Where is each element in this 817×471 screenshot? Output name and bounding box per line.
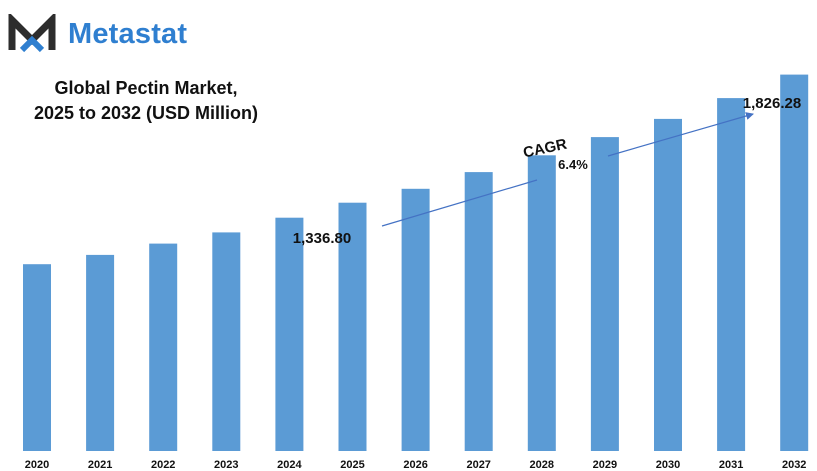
x-tick-label-2025: 2025	[340, 459, 364, 471]
bar-2030	[654, 118, 682, 452]
x-tick-label-2024: 2024	[277, 459, 302, 471]
x-tick-label-2030: 2030	[656, 459, 680, 471]
bar-2020	[23, 264, 51, 451]
bar-2031	[717, 98, 746, 451]
cagr-arrow-lower	[381, 179, 538, 227]
chart-title: Global Pectin Market, 2025 to 2032 (USD …	[0, 76, 292, 126]
bar-2024	[275, 217, 304, 451]
bar-2023	[212, 232, 241, 451]
x-tick-labels: 2020 2021 2022 2023 2024 2025 2026 2027 2028 2029…	[25, 459, 807, 471]
bar-2021	[86, 254, 115, 451]
bar-2025	[338, 202, 367, 451]
x-tick-label-2029: 2029	[593, 459, 617, 471]
x-tick-label-2028: 2028	[530, 459, 554, 471]
cagr-arrow-upper	[607, 112, 754, 157]
bar-2032	[780, 74, 809, 451]
brand-name: Metastat	[68, 17, 188, 50]
chart-title-line-2: 2025 to 2032 (USD Million)	[33, 103, 259, 123]
x-tick-label-2023: 2023	[214, 459, 238, 471]
x-tick-label-2021: 2021	[88, 459, 112, 471]
x-tick-label-2022: 2022	[151, 459, 175, 471]
chart-title-line-1: Global Pectin Market,	[54, 78, 238, 98]
logo: Metastat	[8, 14, 187, 54]
metastat-logo-icon	[8, 14, 56, 53]
x-tick-label-2032: 2032	[782, 459, 806, 471]
end-value-label: 1,826.28	[743, 95, 801, 112]
x-tick-label-2026: 2026	[403, 459, 427, 471]
bar-2022	[149, 243, 178, 451]
bar-2026	[401, 188, 430, 452]
bar-2029	[590, 137, 619, 451]
start-value-label: 1,336.80	[293, 230, 351, 247]
x-tick-label-2031: 2031	[719, 459, 743, 471]
x-tick-label-2020: 2020	[25, 459, 49, 471]
bar-2028	[527, 155, 556, 452]
x-tick-label-2027: 2027	[466, 459, 490, 471]
bar-2027	[464, 172, 493, 451]
cagr-value-label: 6.4%	[558, 157, 588, 172]
bars-group	[23, 74, 809, 452]
